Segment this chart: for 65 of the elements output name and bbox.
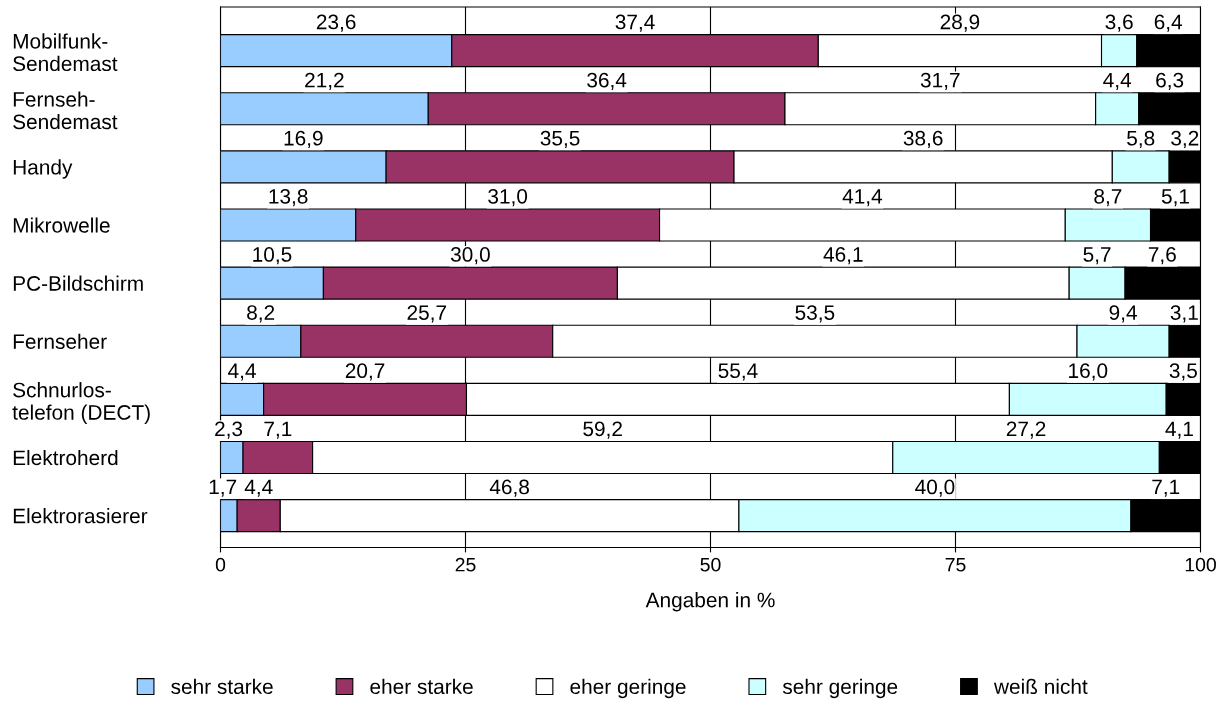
data-label: 31,7 [920, 72, 960, 90]
data-label: 4,1 [1165, 421, 1193, 439]
x-tick-label: 25 [455, 557, 476, 572]
y-tick-label: Mikrowelle [13, 217, 110, 233]
data-label: 31,0 [488, 188, 528, 207]
data-label: 53,5 [795, 305, 835, 323]
legend-label: eher starke [370, 678, 473, 695]
data-label: 16,9 [284, 130, 323, 149]
data-label: 5,8 [1127, 130, 1155, 149]
data-label: 10,5 [253, 247, 292, 265]
data-label: 13,8 [269, 188, 308, 207]
data-label: 8,7 [1094, 188, 1122, 207]
x-axis-title: Angaben in % [645, 592, 775, 612]
data-label: 4,4 [228, 363, 256, 381]
y-tick-label: PC-Bildschirm [13, 275, 143, 291]
y-tick-label: Elektroherd [13, 449, 118, 466]
data-label: 1,7 [209, 479, 237, 497]
data-label: 25,7 [407, 305, 447, 323]
data-label: 59,2 [583, 421, 622, 439]
legend-label: eher geringe [570, 678, 686, 699]
data-label: 7,6 [1148, 247, 1176, 265]
data-label: 40,0 [915, 479, 955, 497]
data-label: 4,4 [244, 479, 273, 497]
y-tick-label: Fernseher [13, 333, 107, 349]
y-tick-label: Mobilfunk- Sendemast [13, 33, 118, 72]
data-label: 7,1 [264, 421, 292, 439]
data-label: 3,1 [1170, 305, 1198, 323]
legend-label: sehr geringe [782, 678, 898, 699]
data-label: 2,3 [215, 421, 243, 439]
data-label: 36,4 [587, 72, 627, 90]
y-tick-label: Schnurlos- telefon (DECT) [12, 382, 150, 424]
x-tick-label: 0 [215, 557, 226, 572]
data-label: 37,4 [615, 14, 655, 32]
data-label: 9,4 [1109, 305, 1137, 323]
data-label: 8,2 [247, 305, 275, 323]
data-label: 30,0 [450, 247, 490, 265]
legend-label: weiß nicht [993, 678, 1088, 695]
data-label: 35,5 [540, 130, 580, 149]
y-tick-label: Elektrorasierer [13, 508, 148, 524]
legend-label: sehr starke [171, 678, 273, 695]
data-label: 41,4 [842, 189, 883, 207]
data-label: 16,0 [1069, 363, 1108, 381]
data-label: 46,1 [823, 247, 863, 265]
data-label: 23,6 [316, 14, 356, 32]
x-tick-label: 100 [1185, 557, 1216, 572]
data-label: 20,7 [345, 363, 385, 381]
data-label: 55,4 [718, 363, 758, 381]
y-tick-label: Handy [13, 159, 73, 179]
data-label: 6,4 [1154, 14, 1183, 32]
x-tick-label: 50 [700, 557, 721, 572]
data-label: 3,2 [1171, 130, 1199, 149]
data-label: 3,5 [1169, 363, 1197, 381]
data-label: 38,6 [903, 130, 943, 149]
y-tick-label: Fernseh- Sendemast [13, 91, 118, 130]
data-label: 7,1 [1152, 479, 1180, 497]
data-label: 3,6 [1105, 14, 1133, 32]
data-label: 5,7 [1083, 247, 1111, 265]
data-label: 21,2 [305, 72, 344, 90]
data-label: 5,1 [1161, 189, 1189, 207]
data-label: 46,8 [489, 479, 529, 497]
data-label: 4,4 [1103, 72, 1132, 90]
data-label: 6,3 [1156, 72, 1184, 90]
data-label: 27,2 [1006, 421, 1046, 439]
data-label: 28,9 [940, 14, 980, 32]
x-tick-label: 75 [945, 558, 966, 572]
